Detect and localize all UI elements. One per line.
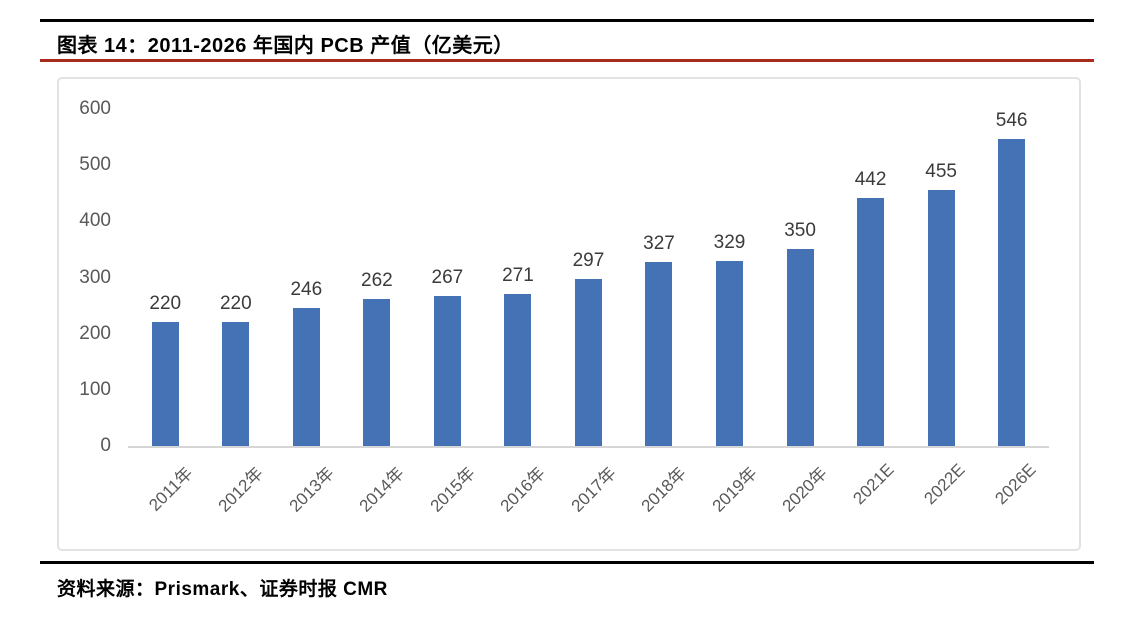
bar-group: 262 xyxy=(342,79,413,446)
bar xyxy=(998,139,1026,446)
bar-value-label: 546 xyxy=(995,110,1028,132)
bar-value-label: 455 xyxy=(925,161,957,183)
x-axis-tick-label: 2012年 xyxy=(214,463,267,516)
bar xyxy=(433,296,461,446)
bar xyxy=(645,262,673,446)
bar-group: 546 xyxy=(976,79,1047,446)
y-axis-tick-label: 300 xyxy=(79,266,111,288)
bar-group: 297 xyxy=(553,79,624,446)
x-axis-tick-label: 2026E xyxy=(990,460,1040,509)
bar-group: 329 xyxy=(694,79,765,446)
bar xyxy=(716,261,744,446)
bar-value-label: 327 xyxy=(643,233,675,255)
bar-value-label: 246 xyxy=(290,278,323,300)
bar-group: 246 xyxy=(271,79,342,446)
title-underline-rule xyxy=(40,59,1094,62)
y-axis-tick-label: 200 xyxy=(79,322,111,344)
bar-value-label: 329 xyxy=(713,232,746,254)
y-axis-tick-label: 500 xyxy=(79,154,111,176)
x-axis-baseline xyxy=(128,446,1049,448)
bar xyxy=(292,307,320,446)
bar-group: 220 xyxy=(130,79,201,446)
x-axis-tick-label: 2021E xyxy=(849,460,899,509)
x-axis-tick-label: 2013年 xyxy=(285,463,338,516)
x-axis-tick-label: 2018年 xyxy=(637,463,691,516)
bar xyxy=(927,190,955,446)
bar-group: 455 xyxy=(906,79,977,446)
bar-value-label: 267 xyxy=(431,267,464,289)
x-axis-tick-label: 2014年 xyxy=(355,463,408,516)
y-axis-tick-label: 600 xyxy=(79,98,111,119)
x-axis-tick-label: 2016年 xyxy=(496,463,549,516)
bar xyxy=(786,249,814,446)
bars-container: 220 220 246 262 267 271 297 327 329 350 442 455 546 xyxy=(130,79,1047,446)
y-axis-tick-label: 100 xyxy=(79,378,111,400)
bottom-divider-rule xyxy=(40,561,1094,564)
plot-area: 0 100 200 300 400 500 600 220 220 246 262 267 271 29… xyxy=(59,79,1079,549)
bar-group: 271 xyxy=(483,79,554,446)
bar xyxy=(857,197,885,446)
bar-group: 350 xyxy=(765,79,836,446)
x-axis-tick-label: 2022E xyxy=(920,460,969,509)
bar xyxy=(151,322,179,446)
chart-panel: 0 100 200 300 400 500 600 220 220 246 262 267 271 29… xyxy=(57,77,1081,551)
bar-value-label: 297 xyxy=(572,250,605,272)
x-axis-tick-label: 2019年 xyxy=(708,463,761,516)
bar xyxy=(363,298,391,446)
top-divider-rule xyxy=(40,19,1094,22)
x-axis-tick-label: 2017年 xyxy=(567,463,620,516)
bar-value-label: 350 xyxy=(784,220,816,242)
chart-title: 图表 14：2011-2026 年国内 PCB 产值（亿美元） xyxy=(57,35,514,57)
bar xyxy=(222,322,250,446)
source-text: 资料来源：Prismark、证券时报 CMR xyxy=(57,579,388,600)
bar-group: 327 xyxy=(624,79,695,446)
bar-value-label: 262 xyxy=(361,269,393,291)
bar xyxy=(504,293,532,446)
y-axis-tick-label: 400 xyxy=(79,210,111,232)
x-axis-tick-label: 2015年 xyxy=(426,463,479,516)
x-axis: 2011年 2012年 2013年 2014年 2015年 2016年 2017年 2018年… xyxy=(130,460,1047,560)
bar-value-label: 220 xyxy=(149,293,182,315)
x-axis-tick-label: 2011年 xyxy=(144,463,197,515)
x-axis-tick-label: 2020年 xyxy=(778,463,832,516)
bar-value-label: 271 xyxy=(502,264,534,286)
bar-group: 267 xyxy=(412,79,483,446)
bar-group: 442 xyxy=(835,79,906,446)
bar-group: 220 xyxy=(201,79,272,446)
y-axis-tick-label: 0 xyxy=(100,435,111,456)
bar-value-label: 442 xyxy=(854,168,887,190)
bar-value-label: 220 xyxy=(219,293,252,315)
bar xyxy=(574,279,602,446)
